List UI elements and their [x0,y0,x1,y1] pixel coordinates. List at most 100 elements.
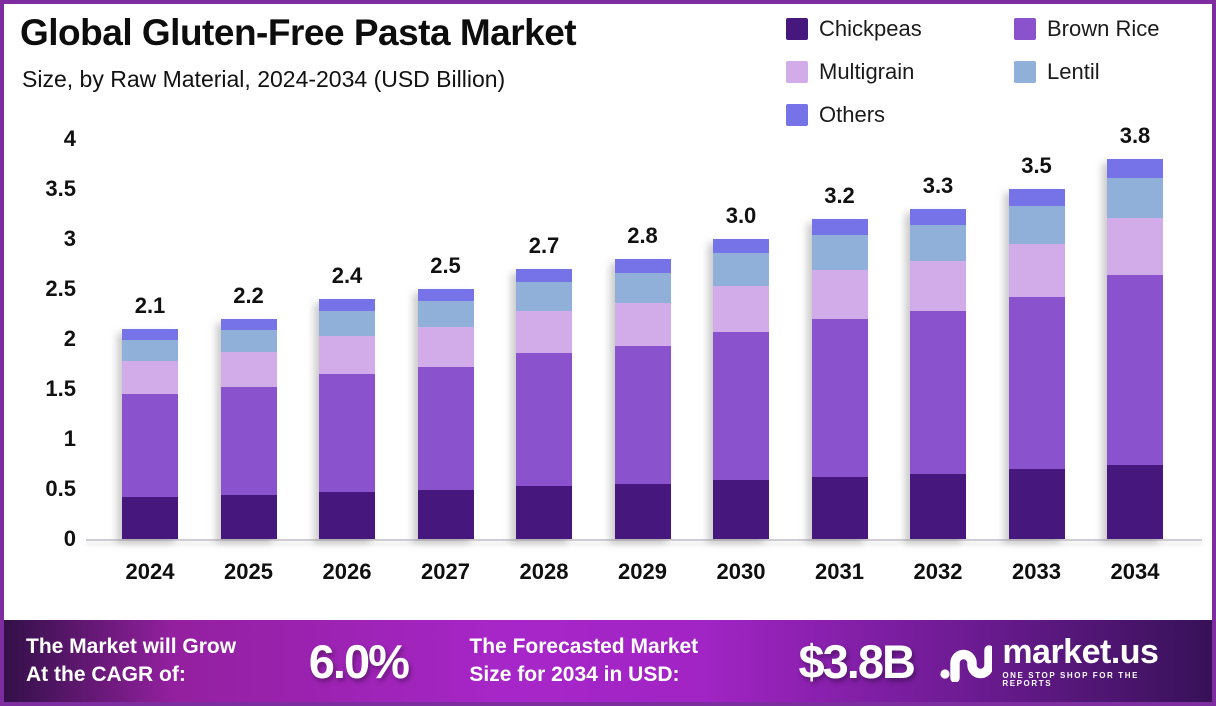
x-tick-label: 2031 [815,559,864,584]
bar-group-2027: 2.5 2027 [417,139,474,584]
bar-segment-brown-rice [1008,297,1065,469]
bar-group-2028: 2.7 2028 [516,139,572,584]
bar-segment-lentil [417,301,474,327]
bar-stack [220,319,277,539]
bar-segment-lentil [319,311,375,336]
bar-segment-others [220,319,277,330]
x-tick-label: 2032 [913,559,963,584]
bar-stack [417,289,474,539]
bar-total-label: 2.2 [233,283,264,308]
bar-segment-lentil [516,282,572,311]
y-tick-label: 2.5 [45,276,76,301]
bar-stack [910,209,966,539]
bar-segment-multigrain [122,361,178,394]
y-tick-label: 0 [63,526,76,551]
bar-segment-others [417,289,474,301]
legend-item: Chickpeas [786,16,1014,42]
bar-segment-lentil [122,340,178,361]
bar-segment-brown-rice [319,374,375,492]
cagr-value: 6.0% [308,634,410,688]
legend-label: Others [819,102,886,127]
bar-total-label: 3.3 [922,173,954,198]
bar-segment-multigrain [220,352,277,387]
bar-group-2025: 2.2 2025 [220,139,277,584]
bar-group-2033: 3.5 2033 [1008,139,1065,584]
y-tick-label: 3.5 [45,176,76,201]
legend-label: Lentil [1047,59,1100,84]
y-tick-label: 0.5 [45,476,76,501]
bar-group-2026: 2.4 2026 [319,139,375,584]
legend-swatch-icon [786,18,808,40]
bar-segment-brown-rice [910,311,966,474]
y-tick-label: 2 [63,326,76,351]
bar-segment-chickpeas [1107,465,1163,539]
cagr-label-line2: At the CAGR of: [26,663,186,686]
y-tick-label: 4 [63,126,76,151]
legend-label: Multigrain [819,59,915,84]
x-tick-label: 2024 [125,559,175,584]
bar-segment-others [1107,159,1163,178]
bar-segment-multigrain [417,327,474,367]
page-title: Global Gluten-Free Pasta Market [20,12,577,53]
chart-legend: Chickpeas Brown Rice Multigrain Lentil Other… [786,16,1208,128]
x-tick-label: 2025 [224,559,273,584]
y-tick-label: 1.5 [45,376,76,401]
bar-segment-multigrain [811,270,868,319]
legend-label: Chickpeas [819,16,922,41]
bar-stack [1107,159,1163,539]
footer-banner: The Market will Grow At the CAGR of: 6.0… [4,620,1212,702]
bar-segment-multigrain [910,261,966,311]
bar-total-label: 2.5 [430,253,461,278]
bar-group-2034: 3.8 2034 [1107,123,1163,584]
brand-tagline: ONE STOP SHOP FOR THE REPORTS [1002,670,1140,688]
forecast-label-line1: The Forecasted Market [469,634,699,658]
bar-segment-others [122,329,178,340]
bar-segment-chickpeas [220,495,277,539]
bar-segment-chickpeas [614,484,671,539]
bar-segment-chickpeas [1008,469,1065,539]
bar-segment-lentil [1008,206,1065,244]
bar-stack [713,239,769,539]
bar-segment-others [811,219,868,235]
bar-stack [319,299,375,539]
x-tick-label: 2027 [421,559,470,584]
forecast-label-line2: Size for 2034 in USD: [469,663,680,686]
bar-total-label: 3.2 [824,183,855,208]
legend-item: Brown Rice [1014,16,1208,42]
page-subtitle: Size, by Raw Material, 2024-2034 (USD Bi… [22,66,506,92]
cagr-label: The Market will Grow At the CAGR of: [26,633,275,690]
bar-total-label: 2.1 [134,293,166,318]
bar-segment-lentil [713,253,769,286]
bar-segment-others [1008,189,1065,206]
bar-segment-brown-rice [614,346,671,484]
bar-segment-lentil [811,235,868,270]
plot-area: 2.1 2024 2.2 2025 2.4 2026 2.5 2027 2.7 2028 2.8 20… [86,123,1208,584]
bar-segment-brown-rice [1107,275,1163,465]
bar-segment-brown-rice [220,387,277,495]
bar-segment-others [614,259,671,273]
y-tick-label: 1 [63,426,76,451]
x-tick-label: 2026 [322,559,372,584]
bar-total-label: 3.5 [1021,153,1052,178]
market-us-wave-icon [940,636,995,687]
bar-total-label: 3.8 [1119,123,1151,148]
bar-stack [1008,189,1065,539]
bar-stack [614,259,671,539]
bar-total-label: 2.8 [627,223,658,248]
bar-stack [516,269,572,539]
brand-logo: market.us ONE STOP SHOP FOR THE REPORTS [940,635,1190,688]
bar-group-2024: 2.1 2024 [122,139,178,584]
legend-swatch-icon [786,61,808,83]
legend-swatch-icon [1014,18,1036,40]
bar-group-2030: 3.0 2030 [713,139,769,584]
forecast-value: $3.8B [798,634,916,688]
bar-segment-multigrain [1008,244,1065,297]
bar-segment-others [319,299,375,311]
bar-segment-multigrain [713,286,769,332]
bar-total-label: 2.7 [528,233,560,258]
bar-segment-others [516,269,572,282]
bar-total-label: 2.4 [331,263,363,288]
legend-swatch-icon [1014,61,1036,83]
bar-group-2032: 3.3 2032 [910,139,966,584]
